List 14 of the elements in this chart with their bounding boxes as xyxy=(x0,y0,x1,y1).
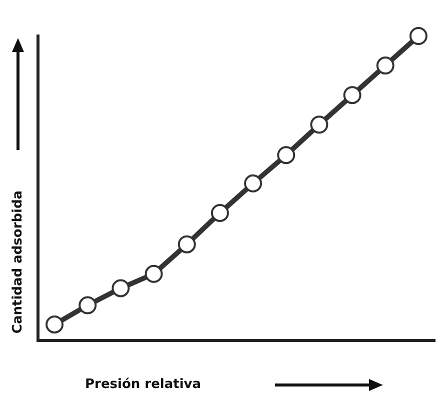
point xyxy=(343,86,362,104)
point xyxy=(46,315,64,334)
point xyxy=(210,204,229,222)
point xyxy=(376,56,394,75)
x-axis-title: Presión relativa xyxy=(85,377,202,392)
y-axis-title: Cantidad adsorbida xyxy=(10,190,26,334)
point xyxy=(277,146,296,164)
point xyxy=(310,116,328,134)
point xyxy=(78,296,97,314)
point xyxy=(178,235,196,254)
point xyxy=(409,27,428,45)
point xyxy=(112,279,130,298)
point xyxy=(244,174,262,192)
point xyxy=(144,264,163,283)
